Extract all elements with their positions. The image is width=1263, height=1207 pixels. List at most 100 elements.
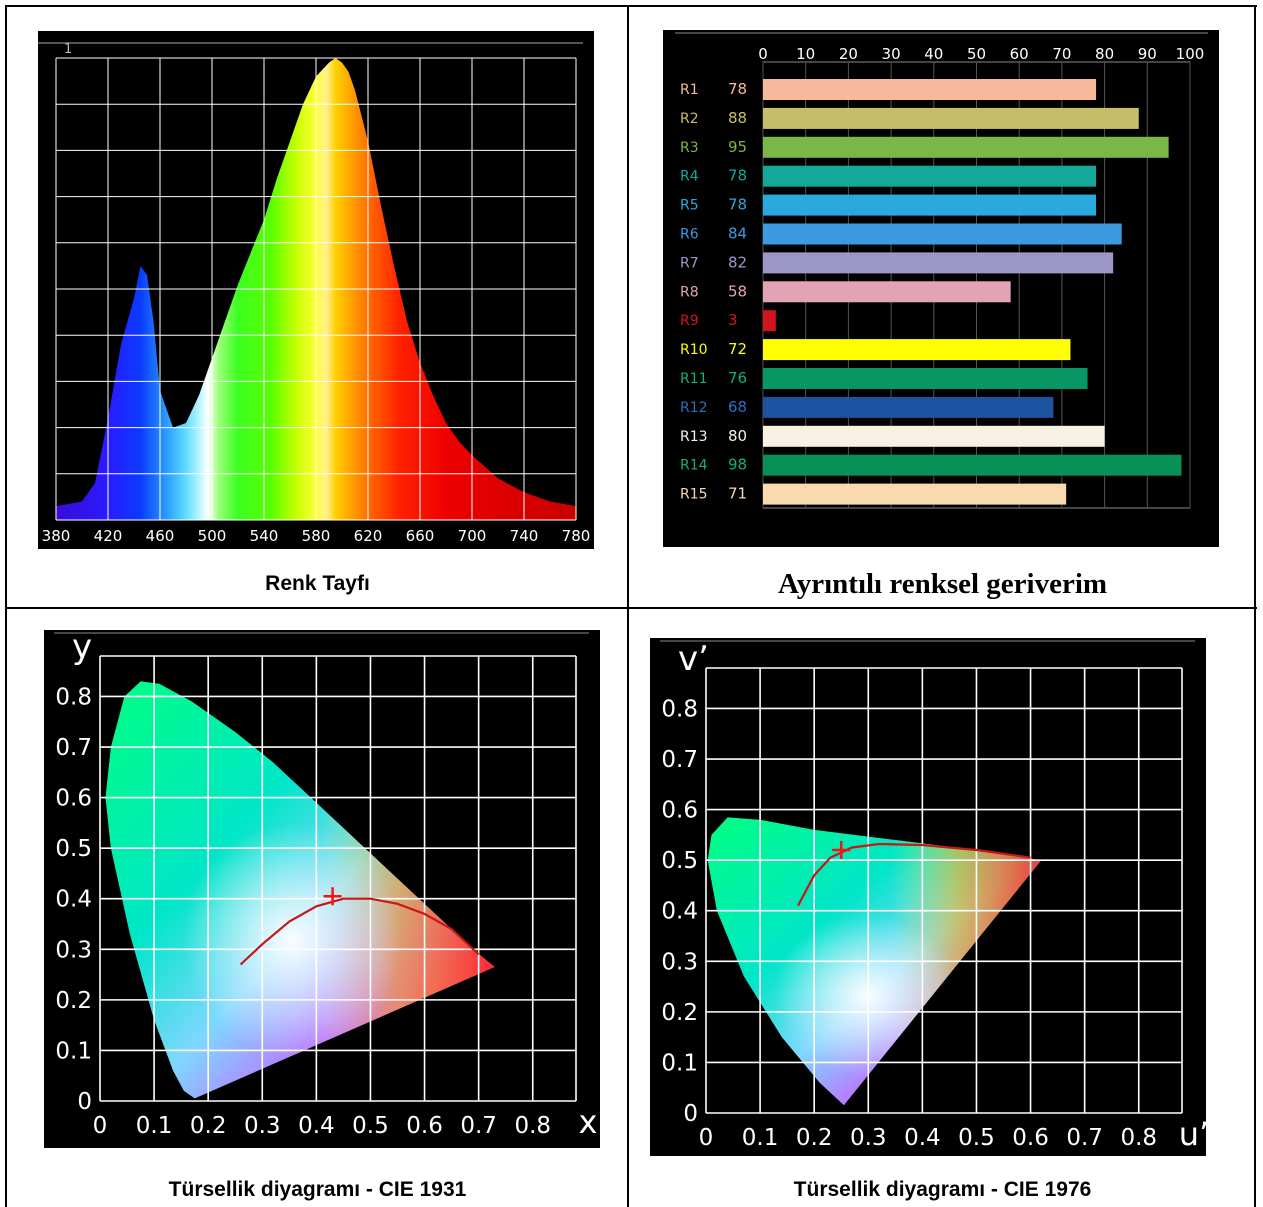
cie31-y-tick-label: 0.3	[55, 937, 92, 963]
cie76-planckian-locus	[797, 842, 1031, 907]
cie76-y-tick-label: 0.2	[661, 1000, 698, 1026]
table-border-center	[627, 5, 629, 1207]
cri-value-label: 76	[728, 369, 747, 387]
cie76-x-tick-label: 0	[699, 1125, 714, 1151]
cri-value-label: 3	[728, 311, 738, 329]
table-border-left	[5, 5, 7, 1207]
cie76-y-tick-label: 0.1	[661, 1050, 698, 1076]
cri-bar	[763, 454, 1182, 476]
cie1976-chart: 0 0.1 0.2 0.3 0.4 0.5 0.6 0.7 0.8 0 0.1 0.2 0.3 0.4 0.…	[650, 638, 1206, 1156]
cri-category-label: R5	[680, 198, 699, 214]
cri-value-label: 88	[728, 109, 747, 127]
cri-category-label: R14	[680, 458, 708, 474]
cie76-x-tick-label: 0.8	[1120, 1125, 1157, 1151]
cie31-gamut	[105, 681, 495, 1099]
cri-category-label: R2	[680, 111, 699, 127]
cri-bar	[763, 252, 1114, 274]
cri-bar	[763, 396, 1054, 418]
cri-x-tick-label: 80	[1095, 45, 1114, 63]
cie31-y-tick-label: 0.2	[55, 988, 92, 1014]
cie76-x-axis-label: u’	[1179, 1115, 1206, 1153]
cie76-measured-point	[832, 841, 851, 860]
spectrum-svg: 1 380 420 460 500 540 580 620 660 700 740 780	[38, 42, 591, 545]
cie31-y-axis-label: y	[72, 630, 92, 667]
cri-x-tick-label: 100	[1176, 45, 1205, 63]
cie76-x-tick-label: 0.1	[742, 1125, 779, 1151]
cri-value-label: 72	[728, 340, 747, 358]
cri-category-label: R8	[680, 284, 699, 300]
cri-value-label: 98	[728, 456, 747, 474]
cri-x-tick-label: 50	[967, 45, 986, 63]
cri-bar	[763, 310, 776, 332]
cri-value-label: 78	[728, 167, 747, 185]
cie31-y-tick-label: 0.6	[55, 786, 92, 812]
cri-bar	[763, 194, 1097, 216]
cri-value-label: 78	[728, 196, 747, 214]
cri-value-label: 68	[728, 398, 747, 416]
cie31-y-tick-label: 0.1	[55, 1038, 92, 1064]
cri-category-label: R6	[680, 227, 699, 243]
cie31-y-tick-label: 0.4	[55, 887, 92, 913]
cie76-y-tick-label: 0	[683, 1101, 698, 1127]
cri-x-tick-label: 30	[882, 45, 901, 63]
cri-category-label: R7	[680, 255, 699, 271]
spectrum-x-tick-label: 620	[354, 527, 383, 545]
spectrum-x-tick-label: 540	[250, 527, 279, 545]
cie31-y-tick-label: 0.5	[55, 836, 92, 862]
cri-x-tick-label: 90	[1138, 45, 1157, 63]
cri-value-label: 58	[728, 282, 747, 300]
cri-category-label: R13	[680, 429, 708, 445]
cie31-x-tick-label: 0.8	[514, 1113, 551, 1139]
cri-value-label: 95	[728, 138, 747, 156]
cie1931-chart: 0 0.1 0.2 0.3 0.4 0.5 0.6 0.7 0.8 0 0.1 0.2 0.3 0.4 0.…	[44, 630, 600, 1148]
cri-bar	[763, 368, 1088, 389]
cri-value-label: 78	[728, 80, 747, 98]
cie1931-caption: Türsellik diyagramı - CIE 1931	[168, 1178, 467, 1201]
cri-x-tick-label: 0	[758, 45, 768, 63]
cri-value-label: 80	[728, 427, 747, 445]
spectrum-x-tick-label: 580	[302, 527, 331, 545]
cie31-y-tick-label: 0.7	[55, 735, 92, 761]
cri-category-label: R12	[680, 400, 708, 416]
cie1931-svg: 0 0.1 0.2 0.3 0.4 0.5 0.6 0.7 0.8 0 0.1 0.2 0.3 0.4 0.…	[54, 630, 597, 1141]
cie76-x-tick-label: 0.7	[1066, 1125, 1103, 1151]
cie31-gamut-white	[105, 681, 495, 1099]
table-border-right	[1254, 5, 1256, 1207]
cri-x-tick-label: 70	[1052, 45, 1071, 63]
cri-category-label: R11	[680, 371, 708, 387]
cie76-x-tick-label: 0.6	[1012, 1125, 1049, 1151]
cie76-x-tick-label: 0.5	[958, 1125, 995, 1151]
cri-x-tick-label: 40	[924, 45, 943, 63]
cie76-x-tick-label: 0.3	[850, 1125, 887, 1151]
spectrum-x-tick-label: 780	[562, 527, 591, 545]
cie31-x-tick-label: 0.7	[460, 1113, 497, 1139]
spectrum-x-tick-label: 500	[198, 527, 227, 545]
cri-bar	[763, 79, 1097, 100]
cie76-x-tick-label: 0.2	[796, 1125, 833, 1151]
cie31-x-tick-label: 0	[93, 1113, 108, 1139]
cri-bar	[763, 281, 1011, 303]
spectrum-x-tick-label: 740	[510, 527, 539, 545]
cri-bar	[763, 165, 1097, 187]
cri-value-label: 82	[728, 253, 747, 271]
cie76-y-tick-label: 0.7	[661, 747, 698, 773]
cie31-x-tick-label: 0.5	[352, 1113, 389, 1139]
spectrum-x-tick-label: 660	[406, 527, 435, 545]
cri-bar	[763, 107, 1139, 129]
cri-bar	[763, 483, 1067, 505]
cie31-y-tick-label: 0	[77, 1089, 92, 1115]
cie31-x-tick-label: 0.4	[298, 1113, 335, 1139]
cri-bar	[763, 339, 1071, 361]
cie31-x-tick-label: 0.6	[406, 1113, 443, 1139]
cri-svg: 0 10 20 30 40 50 60 70 80 90 100 R1 78 R2 88 R3 95 R4 78 R5…	[675, 32, 1208, 509]
cri-bar	[763, 223, 1122, 245]
cie76-y-tick-label: 0.6	[661, 798, 698, 824]
table-border-top	[5, 5, 1257, 7]
cri-chart: 0 10 20 30 40 50 60 70 80 90 100 R1 78 R2 88 R3 95 R4 78 R5…	[663, 30, 1219, 547]
cie76-y-tick-label: 0.8	[661, 696, 698, 722]
spectrum-x-tick-label: 700	[458, 527, 487, 545]
cie31-measured-point	[323, 887, 342, 906]
cie31-planckian-locus	[239, 897, 480, 966]
cie76-y-axis-label: v’	[678, 639, 709, 679]
